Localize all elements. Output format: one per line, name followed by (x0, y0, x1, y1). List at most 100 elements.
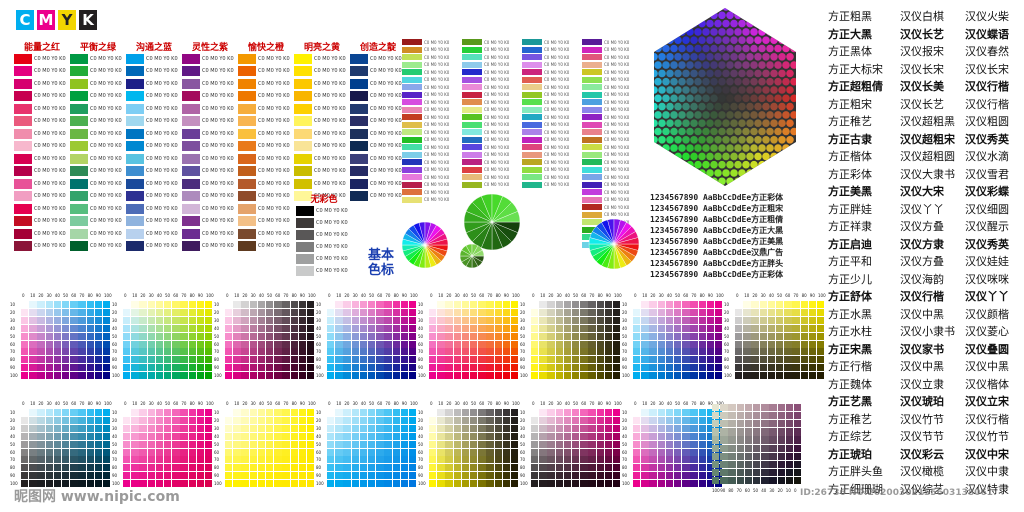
tint-cell (776, 364, 784, 372)
grid-tick: 50 (63, 401, 69, 406)
tint-cell (131, 364, 139, 372)
hex-cell (770, 53, 778, 61)
tint-cell (351, 472, 359, 480)
tint-cell (164, 480, 172, 488)
tint-cell (572, 316, 580, 324)
tint-cell (649, 448, 657, 456)
swatch-label: C0 M0 Y0 K0 (544, 77, 570, 83)
tint-cell (494, 372, 502, 380)
tint-cell (343, 416, 351, 424)
grid-tick: 70 (724, 349, 730, 355)
tint-cell (665, 340, 674, 348)
hex-cell (718, 111, 726, 119)
noncolor-row: C0 M0 Y0 K0 (296, 229, 352, 240)
tint-cell (196, 464, 205, 472)
swatch (70, 166, 88, 177)
strip-row: C0 M0 Y0 K0 (402, 129, 462, 136)
hex-cell (690, 119, 698, 127)
tint-cell (29, 324, 37, 332)
swatch-label: C0 M0 Y0 K0 (370, 130, 402, 137)
hex-cell (694, 144, 702, 152)
tint-cell (539, 348, 547, 356)
tint-cell (690, 364, 698, 372)
swatch-row: C0 M0 Y0 K0 (14, 141, 70, 153)
hex-cell (658, 8, 666, 11)
strip-row: C0 M0 Y0 K0 (462, 174, 522, 181)
tint-cell (588, 332, 596, 340)
tint-cell (461, 409, 470, 417)
grid-tick: 10 (336, 401, 342, 406)
tint-cell (257, 480, 266, 488)
tint-cell (478, 416, 486, 424)
tint-cell (307, 332, 315, 340)
tint-cell (761, 460, 769, 468)
font-list-fangzheng: 方正粗黑 方正大黑 方正黑体 方正大标宋 方正超粗倩 方正粗宋 方正稚艺 方正古隶 方正楷体 方正… (828, 8, 883, 498)
tint-cell (188, 424, 196, 432)
hex-cell (754, 136, 762, 144)
tint-cell (563, 432, 572, 440)
grid-tick: 0 (634, 401, 637, 406)
tint-cell (604, 440, 613, 448)
tint-cell (445, 424, 453, 432)
swatch-label: C0 M0 Y0 K0 (314, 193, 346, 200)
hex-cell (706, 19, 714, 28)
tint-cell (429, 301, 437, 309)
grid-tick: 70 (316, 349, 322, 355)
grid-tick: 60 (316, 449, 322, 455)
font-name: 汉仪菱心 (965, 325, 1009, 338)
hex-cell (778, 152, 786, 161)
tint-cell (290, 324, 298, 332)
tint-cell (580, 340, 588, 348)
grid-tick: 90 (605, 293, 611, 298)
tint-cell (674, 456, 682, 464)
hex-cell (782, 160, 790, 169)
grid-tick: 70 (10, 349, 16, 355)
swatch-label: C0 M0 Y0 K0 (258, 205, 290, 212)
swatch-label: C0 M0 Y0 K0 (604, 107, 630, 113)
tint-cell (392, 301, 400, 309)
tint-cell (205, 432, 213, 440)
tint-cell (53, 480, 62, 488)
strip-row: C0 M0 Y0 K0 (582, 129, 642, 136)
swatch-label: C0 M0 Y0 K0 (370, 80, 402, 87)
hex-cell (790, 127, 796, 136)
tint-cell (555, 301, 563, 309)
swatch-label: C0 M0 Y0 K0 (544, 54, 570, 60)
tint-cell (728, 476, 736, 485)
tint-cell (588, 340, 596, 348)
font-name: 方正琥珀 (828, 447, 872, 461)
tint-cell (180, 316, 188, 324)
tint-cell (257, 364, 266, 372)
tint-cell (665, 448, 674, 456)
tint-cell (384, 324, 392, 332)
tint-cell (720, 476, 728, 485)
hex-cell (718, 94, 726, 103)
swatch-row: C0 M0 Y0 K0 (14, 53, 70, 65)
grid-tick: 10 (744, 293, 750, 298)
hex-cell (758, 77, 766, 86)
tint-cell (351, 364, 359, 372)
swatch (402, 106, 422, 113)
tint-cell (147, 480, 155, 488)
tint-cell (249, 440, 257, 448)
tint-cell (674, 424, 682, 432)
noncolor-panel: 无彩色 C0 M0 Y0 K0 C0 M0 Y0 K0 C0 M0 Y0 K0 C0 … (296, 192, 352, 276)
tint-cell (736, 452, 744, 460)
swatch (522, 121, 542, 128)
tint-cell (761, 452, 769, 460)
font-name: 方正美黑 (828, 185, 872, 198)
grid-tick: 40 (666, 401, 672, 406)
tint-cell (539, 409, 547, 417)
tint-cell (769, 452, 777, 460)
tint-cell (94, 416, 103, 424)
font-name: 方正少儿 (828, 272, 872, 286)
hex-cell (654, 11, 662, 20)
hex-cell (778, 169, 786, 177)
tint-cell (21, 416, 29, 424)
grid-tick: 80 (699, 293, 705, 298)
tint-cell (665, 464, 674, 472)
tint-cell (266, 424, 274, 432)
tint-cell (437, 480, 445, 488)
tint-cell (249, 364, 257, 372)
tint-cell (78, 332, 86, 340)
